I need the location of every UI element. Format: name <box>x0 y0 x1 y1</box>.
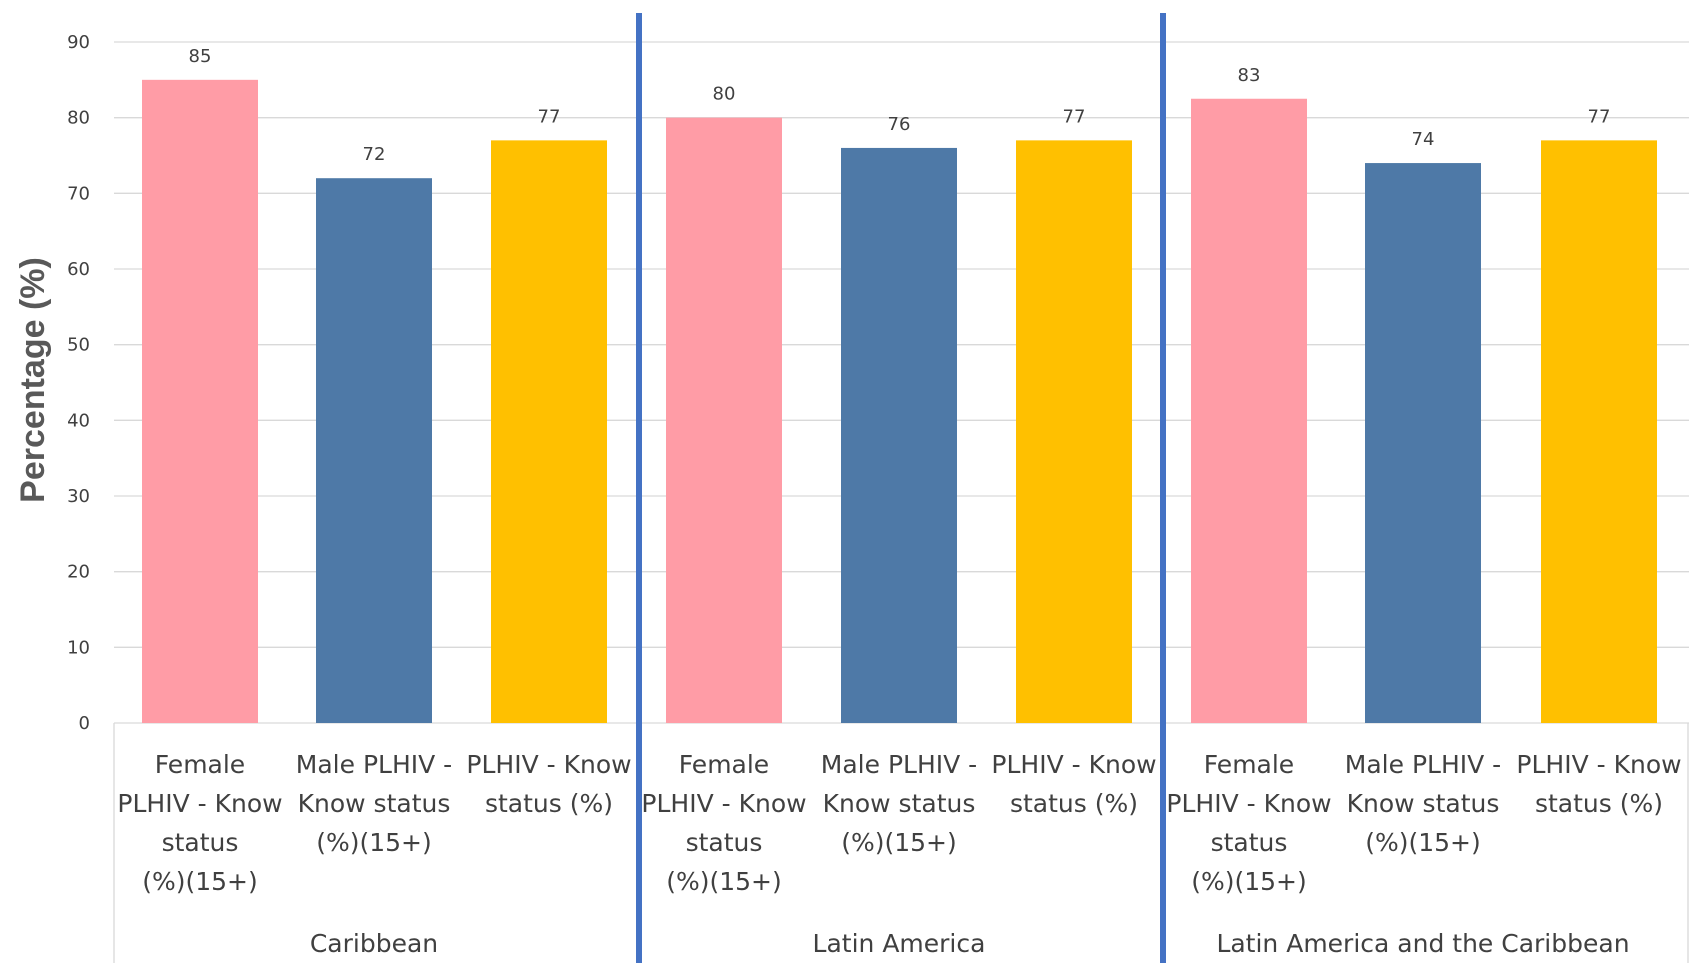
data-label: 77 <box>538 106 561 127</box>
y-tick-label: 50 <box>67 335 90 356</box>
category-label-line: PLHIV - Know <box>991 750 1156 779</box>
category-label-line: status (%) <box>485 789 613 818</box>
category-label-line: (%)(15+) <box>1365 828 1481 857</box>
category-label-line: PLHIV - Know <box>641 789 806 818</box>
category-label-line: Know status <box>823 789 976 818</box>
y-tick-label: 0 <box>79 713 90 734</box>
category-label-line: Male PLHIV - <box>1345 750 1501 779</box>
category-label-line: status (%) <box>1535 789 1663 818</box>
y-axis-ticks: 0 10 20 30 40 50 60 70 80 90 <box>67 32 90 734</box>
category-label-line: Female <box>679 750 769 779</box>
category-label-line: Male PLHIV - <box>821 750 977 779</box>
y-tick-label: 10 <box>67 637 90 658</box>
y-tick-label: 20 <box>67 562 90 583</box>
category-label-line: status <box>162 828 239 857</box>
y-tick-label: 70 <box>67 183 90 204</box>
category-label-line: Female <box>155 750 245 779</box>
category-label-line: status <box>1211 828 1288 857</box>
y-tick-label: 80 <box>67 108 90 129</box>
data-label: 72 <box>363 144 386 165</box>
bar <box>1541 140 1657 723</box>
category-label-line: (%)(15+) <box>1191 867 1307 896</box>
category-label-line: PLHIV - Know <box>1516 750 1681 779</box>
y-tick-label: 90 <box>67 32 90 53</box>
category-label-line: Know status <box>298 789 451 818</box>
group-label: Caribbean <box>310 929 438 958</box>
data-label: 85 <box>189 46 212 67</box>
category-label-line: Male PLHIV - <box>296 750 452 779</box>
category-label-line: (%)(15+) <box>142 867 258 896</box>
data-label: 77 <box>1063 106 1086 127</box>
group-label: Latin America and the Caribbean <box>1216 929 1629 958</box>
y-axis-title: Percentage (%) <box>14 257 52 503</box>
bar <box>666 117 782 723</box>
data-label: 76 <box>888 114 911 135</box>
category-label-line: PLHIV - Know <box>1166 789 1331 818</box>
category-label-line: (%)(15+) <box>316 828 432 857</box>
category-label-line: Female <box>1204 750 1294 779</box>
y-tick-label: 60 <box>67 259 90 280</box>
category-label-line: PLHIV - Know <box>466 750 631 779</box>
bar <box>316 178 432 723</box>
data-labels: 85 72 77 80 76 77 83 74 77 <box>189 46 1611 165</box>
data-label: 83 <box>1238 65 1261 86</box>
bar <box>1016 140 1132 723</box>
category-label-line: status (%) <box>1010 789 1138 818</box>
x-axis-category-labels: Female PLHIV - Know status (%)(15+) Male PLH… <box>117 750 1681 896</box>
category-label-line: (%)(15+) <box>841 828 957 857</box>
bar <box>491 140 607 723</box>
bars <box>142 79 1657 724</box>
y-tick-label: 40 <box>67 410 90 431</box>
y-tick-label: 30 <box>67 486 90 507</box>
bar <box>142 79 258 724</box>
x-axis-group-labels: Caribbean Latin America Latin America and … <box>310 929 1630 958</box>
data-label: 74 <box>1412 129 1435 150</box>
bar <box>841 147 957 723</box>
category-label-line: status <box>686 828 763 857</box>
group-label: Latin America <box>813 929 986 958</box>
group-separators <box>636 13 1166 963</box>
bar <box>1191 98 1307 723</box>
data-label: 80 <box>713 84 736 105</box>
category-label-line: Know status <box>1347 789 1500 818</box>
category-label-line: PLHIV - Know <box>117 789 282 818</box>
bar <box>1365 163 1481 724</box>
data-label: 77 <box>1588 106 1611 127</box>
category-label-line: (%)(15+) <box>666 867 782 896</box>
